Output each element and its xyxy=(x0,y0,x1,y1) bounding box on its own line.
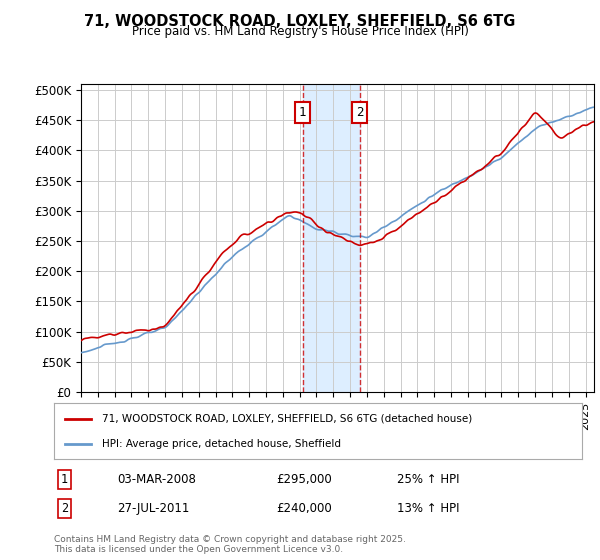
Text: 03-MAR-2008: 03-MAR-2008 xyxy=(118,473,196,486)
Text: 1: 1 xyxy=(61,473,68,486)
Text: Contains HM Land Registry data © Crown copyright and database right 2025.
This d: Contains HM Land Registry data © Crown c… xyxy=(54,535,406,554)
Text: 13% ↑ HPI: 13% ↑ HPI xyxy=(397,502,460,515)
Text: 71, WOODSTOCK ROAD, LOXLEY, SHEFFIELD, S6 6TG (detached house): 71, WOODSTOCK ROAD, LOXLEY, SHEFFIELD, S… xyxy=(101,414,472,424)
Text: 1: 1 xyxy=(299,106,306,119)
Text: HPI: Average price, detached house, Sheffield: HPI: Average price, detached house, Shef… xyxy=(101,438,341,449)
Text: 27-JUL-2011: 27-JUL-2011 xyxy=(118,502,190,515)
Bar xyxy=(302,84,360,392)
Text: 2: 2 xyxy=(61,502,68,515)
Text: 71, WOODSTOCK ROAD, LOXLEY, SHEFFIELD, S6 6TG: 71, WOODSTOCK ROAD, LOXLEY, SHEFFIELD, S… xyxy=(85,14,515,29)
Text: Price paid vs. HM Land Registry's House Price Index (HPI): Price paid vs. HM Land Registry's House … xyxy=(131,25,469,38)
Text: 25% ↑ HPI: 25% ↑ HPI xyxy=(397,473,460,486)
Text: £295,000: £295,000 xyxy=(276,473,332,486)
Text: 2: 2 xyxy=(356,106,364,119)
Text: £240,000: £240,000 xyxy=(276,502,332,515)
